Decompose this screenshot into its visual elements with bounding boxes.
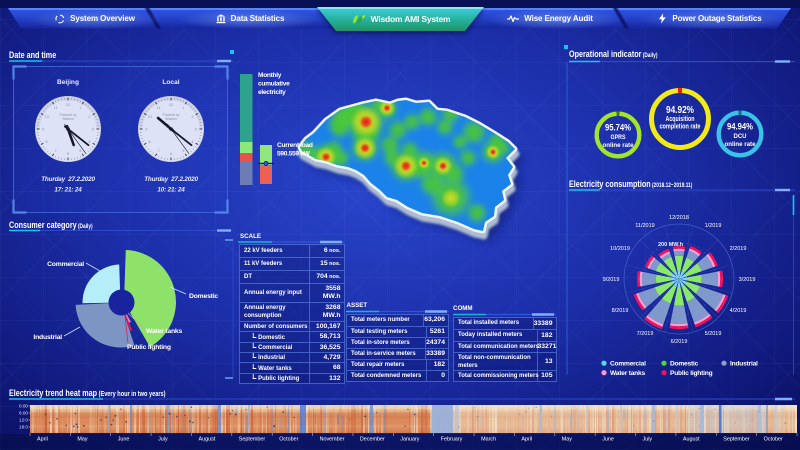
svg-text:8: 8 <box>46 140 48 144</box>
svg-text:online rate: online rate <box>725 141 756 148</box>
svg-text:200 MW.h: 200 MW.h <box>658 242 684 248</box>
svg-text:Public lighting: Public lighting <box>127 344 171 351</box>
svg-text:95.74%: 95.74% <box>605 123 631 133</box>
svg-text:Public lighting: Public lighting <box>670 370 713 377</box>
svg-text:Water tanks: Water tanks <box>146 328 182 335</box>
svg-text:10: 21: 24: 10: 21: 24 <box>157 187 185 194</box>
svg-text:7/2019: 7/2019 <box>637 331 654 337</box>
svg-text:12/2018: 12/2018 <box>669 215 689 221</box>
svg-text:Industrial: Industrial <box>33 334 62 341</box>
svg-text:October: October <box>279 437 298 443</box>
svg-text:February: February <box>441 437 463 443</box>
svg-text:17: 21: 24: 17: 21: 24 <box>54 187 82 194</box>
svg-text:2: 2 <box>191 115 193 119</box>
svg-text:4/2019: 4/2019 <box>730 308 747 314</box>
svg-text:July: July <box>643 437 653 443</box>
svg-text:10: 10 <box>147 115 151 119</box>
svg-text:3: 3 <box>92 128 94 132</box>
svg-text:7: 7 <box>158 149 160 153</box>
svg-text:1: 1 <box>79 106 81 110</box>
svg-text:Powered by: Powered by <box>60 113 77 117</box>
svg-text:GPRS: GPRS <box>611 134 626 141</box>
svg-text:7: 7 <box>55 149 57 153</box>
svg-text:100 MW.h: 100 MW.h <box>667 274 688 279</box>
svg-text:July: July <box>158 437 168 443</box>
svg-text:8: 8 <box>149 140 151 144</box>
svg-text:Commercial: Commercial <box>610 361 646 368</box>
svg-text:December: December <box>360 437 385 443</box>
svg-text:Water tanks: Water tanks <box>610 370 645 377</box>
svg-text:3/2019: 3/2019 <box>739 277 756 283</box>
svg-text:12: 12 <box>66 103 70 107</box>
svg-text:online rate: online rate <box>603 142 634 149</box>
svg-text:Domestic: Domestic <box>189 293 218 300</box>
svg-text:January: January <box>400 437 419 443</box>
svg-text:4: 4 <box>88 140 90 144</box>
svg-text:Acquisition: Acquisition <box>666 116 695 123</box>
svg-text:5/2019: 5/2019 <box>705 331 722 337</box>
svg-text:Local: Local <box>162 79 179 86</box>
svg-text:94.92%: 94.92% <box>666 105 694 116</box>
svg-text:completion rate: completion rate <box>660 124 701 131</box>
svg-text:5: 5 <box>182 149 184 153</box>
svg-text:October: October <box>764 437 783 443</box>
svg-text:May: May <box>562 437 572 443</box>
svg-text:10: 10 <box>44 115 48 119</box>
svg-text:6: 6 <box>170 152 172 156</box>
svg-text:September: September <box>723 437 750 443</box>
svg-text:April: April <box>521 437 532 443</box>
svg-text:Wisdom: Wisdom <box>165 117 177 121</box>
svg-text:6:00: 6:00 <box>19 411 28 416</box>
svg-text:5: 5 <box>79 149 81 153</box>
svg-text:Commercial: Commercial <box>47 261 84 268</box>
svg-text:electricity: electricity <box>258 89 286 96</box>
svg-text:4: 4 <box>191 140 193 144</box>
svg-text:April: April <box>37 437 48 443</box>
svg-text:August: August <box>199 437 216 443</box>
svg-text:12:0: 12:0 <box>19 418 28 423</box>
svg-text:March: March <box>481 437 496 443</box>
svg-text:3: 3 <box>195 128 197 132</box>
svg-text:Monthly: Monthly <box>258 72 282 79</box>
svg-text:Powered by: Powered by <box>163 113 180 117</box>
svg-text:18:0: 18:0 <box>19 425 28 430</box>
svg-text:590.559 kW: 590.559 kW <box>277 151 311 158</box>
svg-text:Current load: Current load <box>277 142 313 149</box>
svg-text:11: 11 <box>157 106 161 110</box>
svg-text:11/2019: 11/2019 <box>635 223 654 229</box>
svg-text:1/2019: 1/2019 <box>705 223 722 229</box>
svg-text:Beijing: Beijing <box>57 79 79 86</box>
svg-text:2: 2 <box>88 115 90 119</box>
svg-text:2/2019: 2/2019 <box>730 246 747 252</box>
svg-text:94.94%: 94.94% <box>727 122 753 132</box>
svg-text:1: 1 <box>182 106 184 110</box>
svg-text:May: May <box>77 437 87 443</box>
svg-text:June: June <box>118 437 130 443</box>
svg-text:9: 9 <box>145 128 147 132</box>
svg-text:Industrial: Industrial <box>730 361 758 368</box>
svg-text:10/2019: 10/2019 <box>610 246 630 252</box>
svg-text:September: September <box>239 437 266 443</box>
svg-text:0:00: 0:00 <box>19 404 28 409</box>
svg-text:Wisdom: Wisdom <box>62 117 74 121</box>
svg-text:Domestic: Domestic <box>670 361 699 368</box>
svg-text:June: June <box>602 437 614 443</box>
svg-text:12: 12 <box>169 103 173 107</box>
svg-text:Thurday 27.2.2020: Thurday 27.2.2020 <box>144 176 198 183</box>
svg-text:11: 11 <box>54 106 58 110</box>
svg-text:9: 9 <box>42 128 44 132</box>
svg-text:November: November <box>320 437 345 443</box>
svg-text:DCU: DCU <box>734 133 747 140</box>
svg-text:9/2019: 9/2019 <box>603 277 620 283</box>
svg-text:8/2019: 8/2019 <box>612 308 629 314</box>
svg-text:6: 6 <box>67 152 69 156</box>
svg-text:cumulative: cumulative <box>258 81 290 88</box>
svg-text:Thurday 27.2.2020: Thurday 27.2.2020 <box>41 176 95 183</box>
svg-text:6/2019: 6/2019 <box>671 339 688 345</box>
svg-text:August: August <box>683 437 700 443</box>
